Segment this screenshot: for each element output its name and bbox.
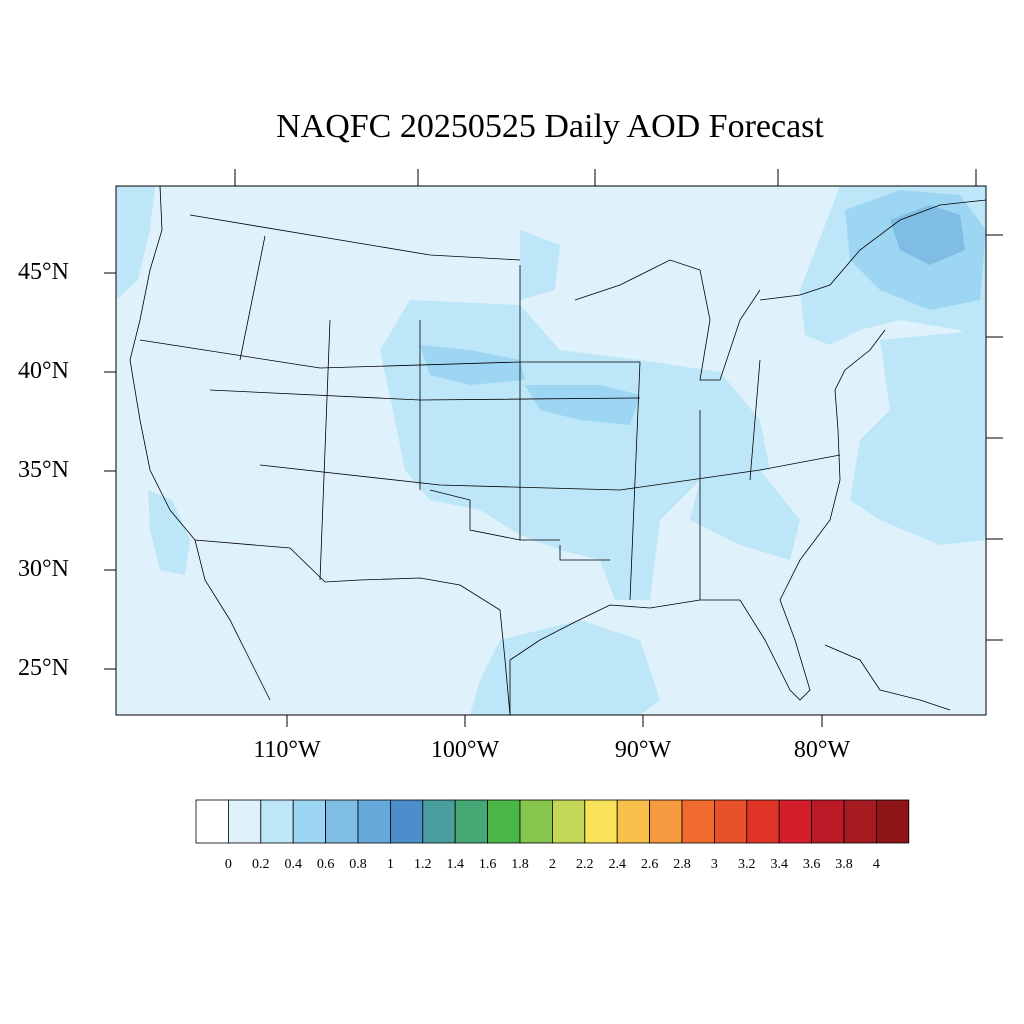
aod-region-baja [148,490,190,575]
colorbar-swatch [778,799,813,844]
lon-label-110w: 110°W [253,737,321,763]
colorbar-swatch [584,799,618,844]
aod-region-dakota [520,230,560,300]
lat-label-25: 25°N [18,655,69,681]
colorbar-swatch [519,799,553,844]
colorbar [195,799,910,844]
state-lines-south [429,489,610,561]
colorbar-tick-label: 3 [710,857,718,872]
colorbar-swatch [227,799,262,844]
colorbar-swatch [195,799,229,844]
canada-border [189,214,521,261]
colorbar-swatch [746,799,780,844]
map-frame [115,185,987,716]
colorbar-swatch [260,799,294,844]
aod-region-atlantic [850,330,986,545]
colorbar-tick-label: 3.6 [802,857,821,872]
colorbar-tick-label: 1.6 [478,857,497,872]
colorbar-tick-label: 2.4 [608,857,626,872]
mexico-border [194,539,511,715]
colorbar-tick-label: 2 [548,857,556,872]
colorbar-swatch [389,799,424,844]
colorbar-tick-label: 2.6 [640,857,659,872]
colorbar-tick-label: 1.4 [446,857,464,872]
colorbar-tick-label: 3.4 [770,857,788,872]
colorbar-tick-label: 0.8 [349,857,367,872]
colorbar-tick-label: 2.8 [673,857,691,872]
aod-region-southeast [690,470,800,560]
map-title: NAQFC 20250525 Daily AOD Forecast [276,108,824,145]
colorbar-tick-label: 1 [386,857,394,872]
colorbar-swatch [325,799,359,844]
colorbar-tick-label: 0.6 [316,857,335,872]
colorbar-tick-label: 4 [872,857,880,872]
gulf-east-coastline [509,329,886,715]
axis-ticks [104,169,1003,727]
colorbar-swatch [357,799,391,844]
aod-field [116,186,986,715]
lat-label-35: 35°N [18,457,69,483]
colorbar-swatch [843,799,877,844]
colorbar-swatch [487,799,521,844]
lon-label-80w: 80°W [793,737,851,763]
great-lakes [574,259,761,381]
colorbar-tick-label: 3.8 [835,857,853,872]
colorbar-tick-label: 1.8 [511,857,529,872]
colorbar-tick-label: 0 [224,857,232,872]
aod-region-maritimes-core [890,205,965,265]
aod-region-nebraska [420,345,525,385]
northeast-border [759,199,986,301]
caribbean-islands [824,644,951,711]
west-coastline [129,186,271,701]
state-line-35 [259,454,841,491]
colorbar-tick-label: 3.2 [738,857,756,872]
colorbar-swatch [454,799,489,844]
state-lines-vertical [239,235,761,601]
boundaries [129,186,986,715]
colorbar-swatch [649,799,683,844]
colorbar-swatch [681,799,715,844]
lon-label-90w: 90°W [614,737,672,763]
colorbar-swatch [811,799,845,844]
colorbar-swatch [616,799,651,844]
colorbar-swatch [552,799,586,844]
lat-label-45: 45°N [18,259,69,285]
colorbar-swatch [714,799,748,844]
colorbar-tick-label: 2.2 [576,857,594,872]
aod-region-iowa [525,385,640,425]
colorbar-tick-label: 0.4 [284,857,302,872]
colorbar-swatch [876,799,910,844]
colorbar-tick-label: 0.2 [252,857,270,872]
lat-label-40: 40°N [18,358,69,384]
colorbar-swatch [292,799,327,844]
lat-label-30: 30°N [18,556,69,582]
lon-label-100w: 100°W [430,737,500,763]
colorbar-tick-label: 1.2 [414,857,432,872]
aod-region-pacific-nw [116,186,155,300]
aod-region-gulf [470,620,660,715]
colorbar-swatch [422,799,456,844]
